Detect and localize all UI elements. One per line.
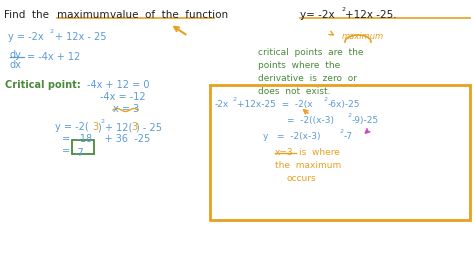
Text: + 12x - 25: + 12x - 25 bbox=[55, 32, 107, 42]
Text: 3: 3 bbox=[131, 122, 137, 132]
Text: Critical point:: Critical point: bbox=[5, 80, 81, 90]
Text: 2: 2 bbox=[340, 129, 344, 134]
Text: y = -2x: y = -2x bbox=[8, 32, 44, 42]
Text: occurs: occurs bbox=[287, 174, 317, 183]
Text: Find  the: Find the bbox=[4, 10, 49, 20]
Text: x=3: x=3 bbox=[275, 148, 293, 157]
Text: 2: 2 bbox=[324, 97, 328, 102]
Text: y= -2x: y= -2x bbox=[300, 10, 335, 20]
Text: -4x + 12 = 0: -4x + 12 = 0 bbox=[87, 80, 149, 90]
FancyBboxPatch shape bbox=[72, 140, 94, 154]
Text: does  not  exist.: does not exist. bbox=[258, 87, 330, 96]
Text: y   =  -2(x-3): y = -2(x-3) bbox=[263, 132, 320, 141]
Text: value  of  the  function: value of the function bbox=[110, 10, 228, 20]
Text: y = -2(: y = -2( bbox=[55, 122, 89, 132]
Text: points  where  the: points where the bbox=[258, 61, 340, 70]
Text: -7: -7 bbox=[344, 132, 353, 141]
Text: ) - 25: ) - 25 bbox=[136, 122, 162, 132]
Text: x = 3: x = 3 bbox=[113, 104, 139, 114]
Text: is  where: is where bbox=[299, 148, 340, 157]
Text: 2: 2 bbox=[348, 113, 352, 118]
Text: = -4x + 12: = -4x + 12 bbox=[27, 52, 80, 62]
Text: maximum: maximum bbox=[57, 10, 109, 20]
Text: -2x: -2x bbox=[215, 100, 229, 109]
Text: +12x-25  =  -2(x: +12x-25 = -2(x bbox=[237, 100, 313, 109]
Text: the  maximum: the maximum bbox=[275, 161, 341, 170]
Text: critical  points  are  the: critical points are the bbox=[258, 48, 364, 57]
Text: derivative  is  zero  or: derivative is zero or bbox=[258, 74, 357, 83]
FancyBboxPatch shape bbox=[210, 85, 470, 220]
Text: =  -18    + 36  -25: = -18 + 36 -25 bbox=[62, 134, 150, 144]
Text: + 12(: + 12( bbox=[105, 122, 132, 132]
Text: -9)-25: -9)-25 bbox=[352, 116, 379, 125]
Text: =: = bbox=[62, 146, 70, 156]
Text: dy: dy bbox=[10, 50, 22, 60]
Text: -4x = -12: -4x = -12 bbox=[100, 92, 146, 102]
Text: dx: dx bbox=[10, 60, 22, 70]
Text: -7: -7 bbox=[75, 148, 85, 158]
Text: 2: 2 bbox=[233, 97, 237, 102]
Text: 2: 2 bbox=[50, 29, 54, 34]
Text: +12x -25.: +12x -25. bbox=[345, 10, 397, 20]
Text: -6x)-25: -6x)-25 bbox=[328, 100, 361, 109]
Text: 2: 2 bbox=[101, 119, 105, 124]
Text: 3: 3 bbox=[92, 122, 98, 132]
Text: maximum: maximum bbox=[342, 32, 384, 41]
Text: ): ) bbox=[97, 122, 101, 132]
Text: 2: 2 bbox=[342, 7, 346, 12]
Text: =  -2((x-3): = -2((x-3) bbox=[287, 116, 334, 125]
